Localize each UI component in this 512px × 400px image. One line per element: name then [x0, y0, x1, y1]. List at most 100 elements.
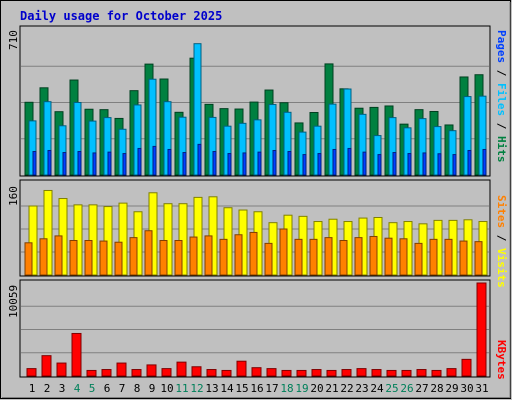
pages-bar-10: [167, 148, 172, 176]
pages-bar-9: [152, 145, 157, 176]
sites-bar-21: [324, 237, 333, 276]
kbytes-bar-8: [131, 369, 142, 377]
legend-pages: Pages: [495, 30, 508, 63]
visits-bar-11: [178, 203, 188, 276]
kbytes-panel: [19, 279, 491, 378]
kbytes-bar-21: [326, 369, 337, 377]
kbytes-bar-25: [386, 369, 397, 377]
pages-bar-24: [377, 154, 382, 176]
x-tick-label-18: 18: [280, 382, 293, 395]
pages-bar-21: [332, 148, 337, 176]
x-tick-label-27: 27: [415, 382, 428, 395]
sites-bar-31: [474, 241, 483, 276]
x-tick-label-9: 9: [149, 382, 156, 395]
kbytes-bar-18: [281, 369, 292, 377]
kbytes-bar-3: [56, 362, 67, 377]
sites-bar-14: [219, 238, 228, 276]
kbytes-bar-16: [251, 367, 262, 377]
legend-sites: Sites: [495, 195, 508, 228]
sites-bar-20: [309, 238, 318, 276]
visits-bar-2: [43, 189, 53, 276]
chart-title: Daily usage for October 2025: [20, 9, 222, 23]
kbytes-bar-9: [146, 364, 157, 377]
x-tick-label-14: 14: [220, 382, 234, 395]
pages-bar-18: [287, 151, 292, 176]
sites-bar-19: [294, 238, 303, 276]
legend-hits: Hits: [495, 136, 508, 163]
x-tick-label-31: 31: [475, 382, 488, 395]
sites-bar-16: [249, 231, 258, 276]
x-tick-label-25: 25: [385, 382, 398, 395]
kbytes-bar-20: [311, 369, 322, 377]
pages-bar-26: [407, 153, 412, 176]
kbytes-bar-14: [221, 369, 232, 377]
sites-bar-30: [459, 240, 468, 276]
kbytes-bar-2: [41, 355, 52, 377]
sites-bar-6: [99, 240, 108, 276]
pages-bar-3: [62, 152, 67, 176]
visits-bar-10: [163, 203, 173, 276]
hits-ymax-label: 710: [7, 30, 20, 50]
x-tick-label-13: 13: [205, 382, 218, 395]
kbytes-ymax-label: 10059: [7, 285, 20, 318]
pages-bar-8: [137, 147, 142, 176]
x-tick-label-15: 15: [235, 382, 248, 395]
pages-bar-23: [362, 151, 367, 176]
pages-bar-6: [107, 151, 112, 176]
x-tick-label-19: 19: [295, 382, 308, 395]
sites-bar-27: [414, 242, 423, 276]
sites-bar-29: [444, 238, 453, 276]
kbytes-bar-15: [236, 360, 247, 377]
kbytes-bar-28: [431, 369, 442, 377]
visits-bar-7: [118, 202, 128, 276]
sites-bar-8: [129, 237, 138, 276]
sites-ymax-label: 160: [7, 186, 20, 206]
kbytes-bar-29: [446, 368, 457, 377]
sites-bar-2: [39, 238, 48, 276]
x-tick-label-11: 11: [175, 382, 188, 395]
pages-bar-12: [197, 143, 202, 176]
visits-bar-4: [73, 204, 83, 276]
sites-bar-18: [279, 228, 288, 276]
pages-bar-20: [317, 153, 322, 176]
legend-files: Files: [495, 83, 508, 116]
sites-bar-23: [354, 237, 363, 276]
kbytes-bar-19: [296, 369, 307, 377]
x-tick-label-10: 10: [160, 382, 173, 395]
kbytes-bar-10: [161, 368, 172, 377]
x-tick-label-17: 17: [265, 382, 278, 395]
pages-bar-11: [182, 152, 187, 176]
x-tick-label-12: 12: [190, 382, 203, 395]
sites-bar-10: [159, 240, 168, 276]
kbytes-bar-23: [356, 368, 367, 377]
kbytes-bar-4: [71, 332, 82, 377]
x-tick-label-2: 2: [44, 382, 51, 395]
x-tick-label-28: 28: [430, 382, 443, 395]
sites-bar-25: [384, 237, 393, 276]
pages-bar-2: [47, 149, 52, 176]
pages-bar-13: [212, 151, 217, 176]
kbytes-bar-5: [86, 369, 97, 377]
visits-bar-5: [88, 204, 98, 276]
sites-bar-5: [84, 240, 93, 276]
sites-bar-17: [264, 242, 273, 276]
pages-bar-1: [32, 151, 37, 176]
pages-bar-7: [122, 153, 127, 176]
x-tick-label-16: 16: [250, 382, 263, 395]
kbytes-bar-27: [416, 369, 427, 377]
kbytes-bar-17: [266, 368, 277, 377]
kbytes-bar-31: [476, 282, 487, 377]
visits-bar-1: [28, 205, 38, 276]
pages-bar-14: [227, 153, 232, 176]
sites-bar-7: [114, 241, 123, 276]
kbytes-bar-7: [116, 362, 127, 377]
kbytes-bar-1: [26, 368, 37, 377]
pages-bar-29: [452, 154, 457, 176]
x-tick-label-30: 30: [460, 382, 473, 395]
sites-bar-26: [399, 238, 408, 276]
visits-bar-12: [193, 196, 203, 276]
bars: [24, 43, 488, 377]
kbytes-bar-12: [191, 366, 202, 377]
pages-bar-15: [242, 152, 247, 176]
sites-bar-4: [69, 240, 78, 276]
